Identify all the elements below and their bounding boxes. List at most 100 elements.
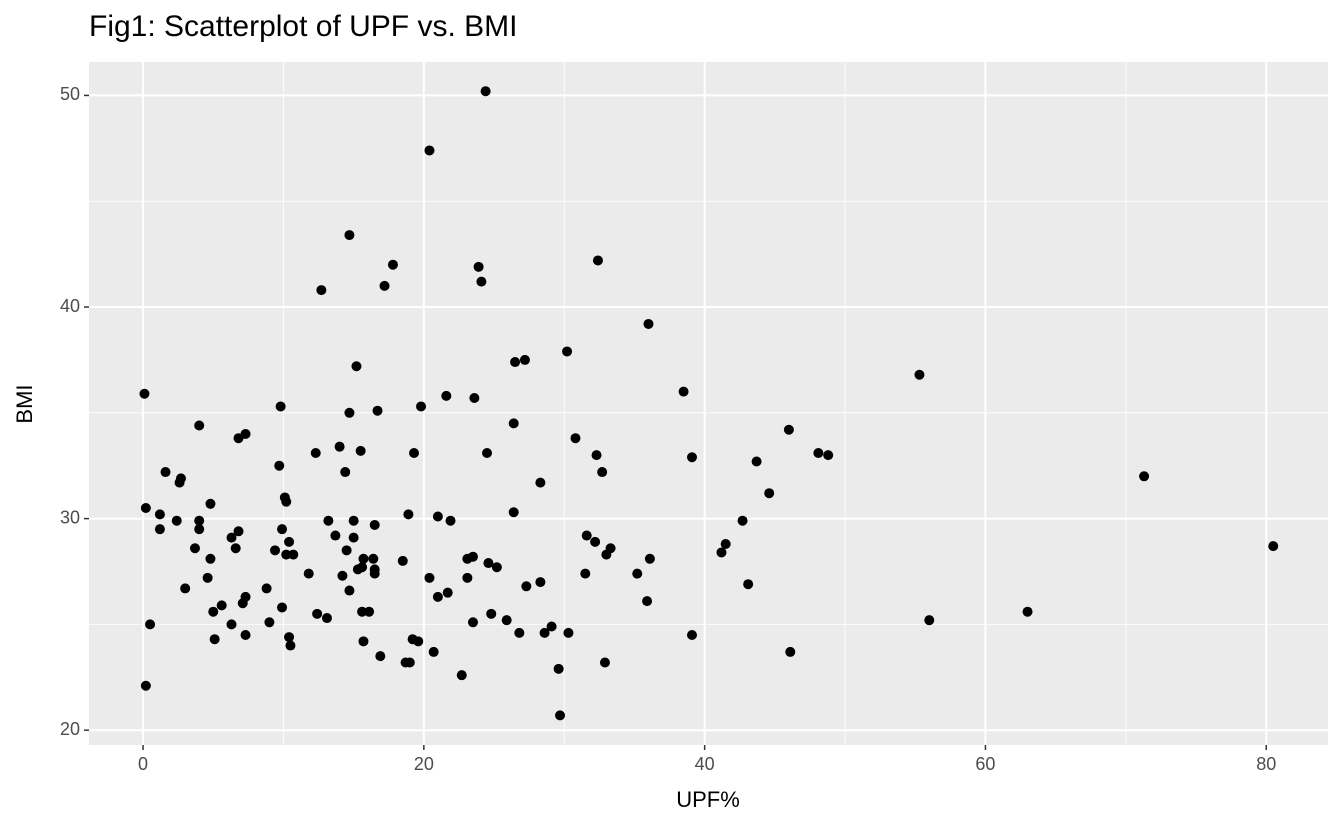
point [785, 646, 796, 657]
point [581, 530, 592, 541]
point [476, 276, 487, 287]
point [387, 259, 398, 270]
point [264, 617, 275, 628]
point [519, 354, 530, 365]
point [277, 524, 288, 535]
point [357, 562, 368, 573]
point [751, 456, 762, 467]
point [473, 261, 484, 272]
point [140, 503, 151, 514]
point [316, 285, 327, 296]
point [275, 401, 286, 412]
point [321, 613, 332, 624]
point [372, 405, 383, 416]
point [501, 615, 512, 626]
point [1139, 471, 1150, 482]
point [397, 555, 408, 566]
chart-title: Fig1: Scatterplot of UPF vs. BMI [89, 10, 517, 43]
point [469, 392, 480, 403]
point [344, 585, 355, 596]
point [209, 634, 220, 645]
point [539, 627, 550, 638]
point [355, 445, 366, 456]
x-tick-label: 20 [414, 754, 434, 774]
point [330, 530, 341, 541]
point [555, 710, 566, 721]
point [284, 536, 295, 547]
point [312, 608, 323, 619]
y-tick-label: 40 [60, 296, 80, 316]
point [334, 441, 345, 452]
point [914, 369, 925, 380]
point [404, 657, 415, 668]
x-tick-label: 0 [138, 754, 148, 774]
point [337, 570, 348, 581]
point [281, 496, 292, 507]
point [432, 591, 443, 602]
point [348, 515, 359, 526]
point [288, 549, 299, 560]
point [226, 532, 237, 543]
point [270, 545, 281, 556]
y-tick-label: 30 [60, 507, 80, 527]
point [369, 564, 380, 575]
point [240, 629, 251, 640]
point [743, 579, 754, 590]
point [924, 615, 935, 626]
point [154, 509, 165, 520]
point [424, 145, 435, 156]
point [233, 526, 244, 537]
point [189, 543, 200, 554]
point [424, 572, 435, 583]
point [508, 418, 519, 429]
point [351, 361, 362, 372]
point [358, 636, 369, 647]
point [599, 657, 610, 668]
point [240, 591, 251, 602]
point [379, 280, 390, 291]
point [491, 562, 502, 573]
point [364, 606, 375, 617]
point [563, 627, 574, 638]
point [510, 357, 521, 368]
point [140, 680, 151, 691]
point [467, 617, 478, 628]
point [783, 424, 794, 435]
point [205, 498, 216, 509]
point [154, 524, 165, 535]
point [171, 515, 182, 526]
point [678, 386, 689, 397]
point [514, 627, 525, 638]
point [813, 448, 824, 459]
point [486, 608, 497, 619]
point [687, 629, 698, 640]
point [202, 572, 213, 583]
point [340, 467, 351, 478]
point [480, 86, 491, 97]
point [277, 602, 288, 613]
point [413, 636, 424, 647]
point [823, 450, 834, 461]
point [482, 448, 493, 459]
y-tick-label: 20 [60, 719, 80, 739]
point [348, 532, 359, 543]
point [483, 558, 494, 569]
point [344, 407, 355, 418]
point [521, 581, 532, 592]
point [535, 477, 546, 488]
point [580, 568, 591, 579]
point [323, 515, 334, 526]
point [261, 583, 272, 594]
point [160, 467, 171, 478]
point [230, 543, 241, 554]
point [445, 515, 456, 526]
x-tick-label: 40 [695, 754, 715, 774]
point [205, 553, 216, 564]
point [432, 511, 443, 522]
point [441, 390, 452, 401]
point [467, 551, 478, 562]
point [375, 651, 386, 662]
point [456, 670, 467, 681]
point [145, 619, 156, 630]
